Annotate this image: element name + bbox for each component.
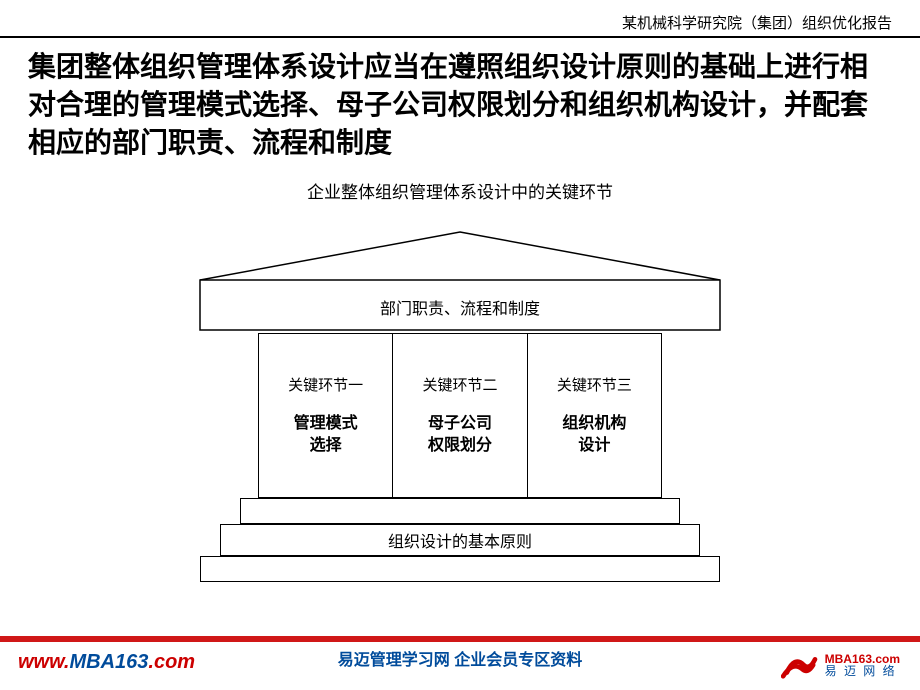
logo-mark-icon — [781, 650, 819, 680]
header-right-text: 某机械科学研究院（集团）组织优化报告 — [622, 12, 892, 33]
slide-subtitle: 企业整体组织管理体系设计中的关键环节 — [0, 178, 920, 203]
temple-diagram: 部门职责、流程和制度 关键环节一 管理模式选择 关键环节二 母子公司权限划分 关… — [190, 230, 730, 590]
footer-red-bar — [0, 636, 920, 642]
roof-label: 部门职责、流程和制度 — [190, 295, 730, 319]
header-divider — [0, 36, 920, 38]
pillar-2: 关键环节二 母子公司权限划分 — [393, 333, 527, 498]
footer-logo: MBA163.com 易 迈 网 络 — [781, 650, 900, 680]
pillar-3: 关键环节三 组织机构设计 — [528, 333, 662, 498]
pillar-3-main: 组织机构设计 — [562, 413, 626, 456]
pillar-2-top: 关键环节二 — [422, 374, 497, 395]
pillar-3-top: 关键环节三 — [557, 374, 632, 395]
logo-line2: 易 迈 网 络 — [825, 665, 900, 677]
base-step-2: 组织设计的基本原则 — [220, 524, 700, 556]
slide-title: 集团整体组织管理体系设计应当在遵照组织设计原则的基础上进行相对合理的管理模式选择… — [28, 48, 892, 161]
base-step-1 — [240, 498, 680, 524]
roof-shape — [190, 230, 730, 335]
pillars-group: 关键环节一 管理模式选择 关键环节二 母子公司权限划分 关键环节三 组织机构设计 — [258, 333, 662, 498]
pillar-1-top: 关键环节一 — [288, 374, 363, 395]
pillar-1: 关键环节一 管理模式选择 — [258, 333, 393, 498]
pillar-1-main: 管理模式选择 — [294, 413, 358, 456]
pillar-2-main: 母子公司权限划分 — [428, 413, 492, 456]
logo-text: MBA163.com 易 迈 网 络 — [825, 653, 900, 677]
base-step-3 — [200, 556, 720, 582]
